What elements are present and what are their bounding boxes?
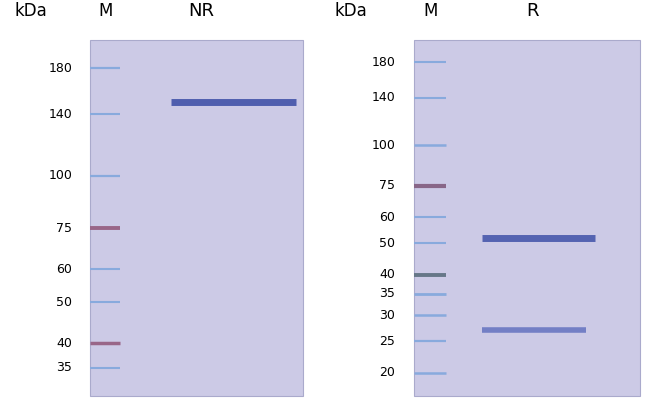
Text: 40: 40 bbox=[57, 337, 72, 350]
Text: 100: 100 bbox=[48, 169, 72, 182]
Text: M: M bbox=[98, 2, 112, 20]
Text: 30: 30 bbox=[379, 309, 395, 322]
Text: 50: 50 bbox=[57, 296, 72, 309]
Text: 75: 75 bbox=[57, 222, 72, 235]
Bar bbox=[414, 40, 640, 396]
Text: 180: 180 bbox=[371, 56, 395, 69]
Text: 75: 75 bbox=[379, 179, 395, 192]
Text: 140: 140 bbox=[371, 91, 395, 104]
Text: 100: 100 bbox=[371, 139, 395, 152]
Bar bbox=[90, 40, 302, 396]
Text: kDa: kDa bbox=[14, 2, 47, 20]
Text: M: M bbox=[423, 2, 437, 20]
Text: R: R bbox=[526, 2, 538, 20]
Text: 140: 140 bbox=[49, 108, 72, 121]
Text: 50: 50 bbox=[379, 237, 395, 250]
Text: NR: NR bbox=[188, 2, 214, 20]
Text: 35: 35 bbox=[379, 287, 395, 300]
Text: 40: 40 bbox=[379, 268, 395, 281]
Text: 20: 20 bbox=[379, 366, 395, 379]
Text: 60: 60 bbox=[379, 211, 395, 224]
Text: 25: 25 bbox=[379, 334, 395, 348]
Text: kDa: kDa bbox=[334, 2, 367, 20]
Text: 35: 35 bbox=[57, 361, 72, 374]
Text: 60: 60 bbox=[57, 262, 72, 275]
Text: 180: 180 bbox=[48, 62, 72, 75]
